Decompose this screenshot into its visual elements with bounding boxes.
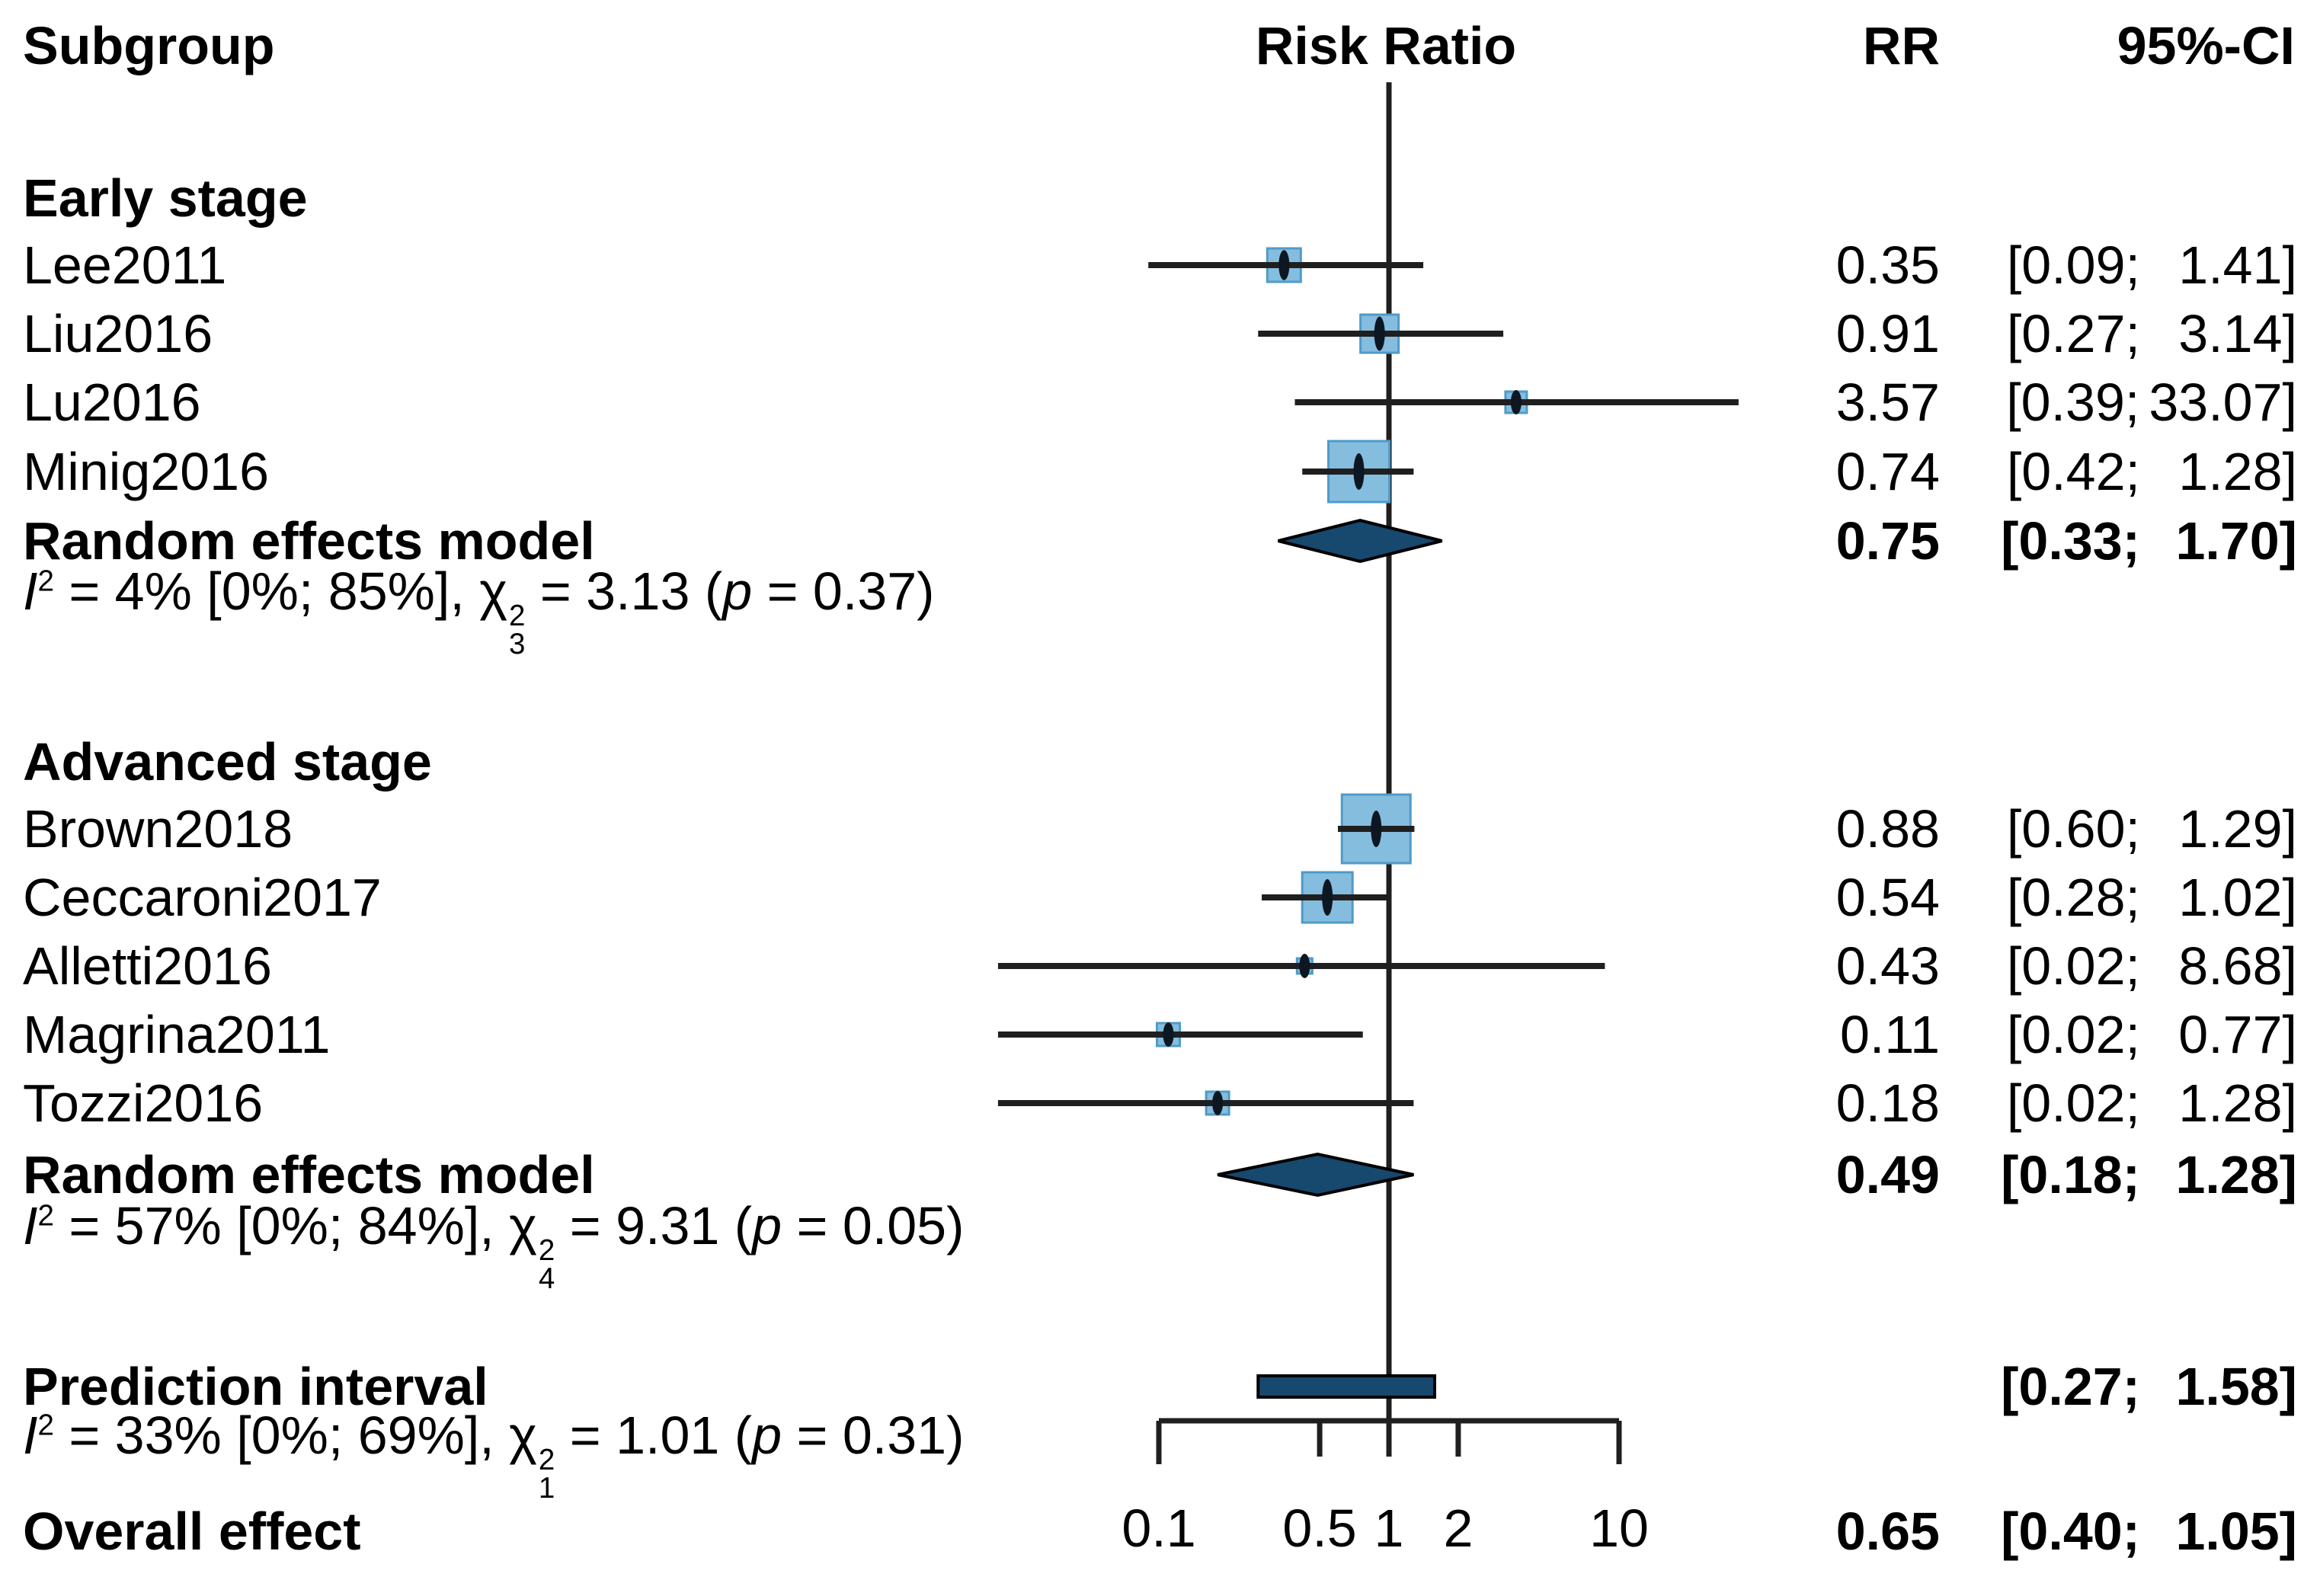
point-estimate-tick	[1299, 954, 1310, 978]
ci-value: [0.02; 8.68]	[2006, 936, 2297, 996]
point-estimate-tick	[1374, 316, 1385, 351]
prediction-interval-bar	[1256, 1374, 1436, 1399]
study-label: Ceccaroni2017	[23, 868, 382, 927]
header-risk-ratio: Risk Ratio	[1255, 16, 1517, 75]
rr-value: 0.35	[1835, 235, 1940, 295]
ci-value: [0.09; 1.41]	[2006, 235, 2297, 295]
rr-value: 0.75	[1835, 511, 1940, 571]
study-label: Liu2016	[23, 304, 213, 363]
summary-diamond	[1278, 518, 1443, 564]
ci-value: [0.40; 1.05]	[2001, 1502, 2297, 1561]
header-rr: RR	[1862, 16, 1940, 75]
point-estimate-tick	[1322, 879, 1333, 916]
ci-value: [0.02; 1.28]	[2006, 1073, 2297, 1133]
header-95ci: 95%-CI	[2117, 16, 2295, 75]
rr-value: 3.57	[1835, 373, 1940, 432]
summary-label: Random effects model	[23, 511, 595, 571]
rr-value: 0.88	[1835, 799, 1940, 859]
subgroup-heading-label: Early stage	[23, 168, 308, 228]
point-estimate-tick	[1371, 811, 1382, 847]
ci-value: [0.39; 33.07]	[2006, 373, 2297, 432]
rr-value: 0.43	[1835, 936, 1940, 996]
x-axis-tick-label: 1	[1374, 1498, 1404, 1558]
rr-value: 0.18	[1835, 1073, 1940, 1133]
rr-value: 0.11	[1839, 1005, 1940, 1064]
ci-value: [0.28; 1.02]	[2006, 868, 2297, 927]
study-label: Alletti2016	[23, 936, 272, 996]
study-label: Lee2011	[23, 235, 227, 295]
subgroup-heading-label: Advanced stage	[23, 732, 432, 792]
summary-diamond	[1217, 1152, 1414, 1198]
rr-value: 0.74	[1835, 442, 1940, 501]
header-subgroup: Subgroup	[23, 16, 275, 75]
ci-value: [0.27; 1.58]	[2001, 1357, 2297, 1416]
rr-value: 0.65	[1835, 1502, 1940, 1561]
ci-value: [0.18; 1.28]	[2001, 1145, 2297, 1204]
rr-value: 0.49	[1835, 1145, 1940, 1204]
study-label: Minig2016	[23, 442, 269, 501]
point-estimate-tick	[1278, 250, 1290, 280]
study-label: Tozzi2016	[23, 1073, 264, 1133]
study-label: Magrina2011	[23, 1005, 331, 1064]
point-estimate-tick	[1510, 390, 1522, 414]
ci-value: [0.27; 3.14]	[2006, 304, 2297, 363]
ci-value: [0.60; 1.29]	[2006, 799, 2297, 859]
ci-value: [0.42; 1.28]	[2006, 442, 2297, 501]
x-axis-tick-label: 0.1	[1122, 1498, 1195, 1558]
x-axis-tick-label: 10	[1589, 1498, 1649, 1558]
ci-value: [0.33; 1.70]	[2001, 511, 2297, 571]
prediction-interval-label: Prediction interval	[23, 1357, 488, 1416]
rr-value: 0.54	[1835, 868, 1940, 927]
study-label: Lu2016	[23, 373, 201, 432]
x-axis-tick-label: 2	[1443, 1498, 1473, 1558]
point-estimate-tick	[1163, 1022, 1174, 1047]
ci-value: [0.02; 0.77]	[2006, 1005, 2297, 1064]
x-axis-tick-label: 0.5	[1282, 1498, 1356, 1558]
point-estimate-tick	[1212, 1091, 1224, 1115]
rr-value: 0.91	[1835, 304, 1940, 363]
study-label: Brown2018	[23, 799, 293, 859]
point-estimate-tick	[1353, 453, 1365, 490]
overall-effect-label: Overall effect	[23, 1502, 361, 1561]
summary-label: Random effects model	[23, 1145, 595, 1204]
